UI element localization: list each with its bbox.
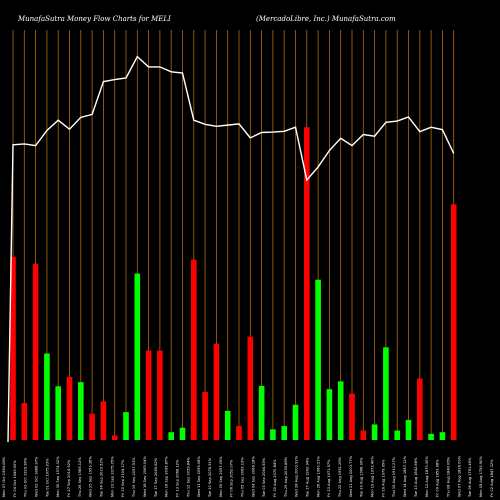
x-axis-label: Fri 16 Aug 1979.99% bbox=[381, 459, 385, 497]
money-flow-line bbox=[7, 55, 455, 443]
money-flow-bar-up bbox=[78, 382, 84, 440]
money-flow-bars bbox=[10, 127, 457, 441]
chart-header-left: MunafaSutra Money Flow Charts for MELI bbox=[17, 15, 171, 23]
money-flow-bar-up bbox=[134, 273, 141, 440]
x-axis-label: Wed 11 Sep 2095.08% bbox=[197, 456, 201, 497]
money-flow-bar-up bbox=[258, 385, 265, 440]
money-flow-bar-down bbox=[417, 378, 423, 440]
x-axis-label: Thu 05 Sep 2062.19% bbox=[240, 457, 244, 498]
chart-header-right: (MercadoLibre, Inc.) MunafaSutra.com bbox=[256, 15, 396, 23]
x-axis-label: Fri 20 Sep 2104.17% bbox=[121, 459, 125, 497]
x-axis-label: Fri 06 Sep 2052.07% bbox=[230, 459, 234, 497]
money-flow-bar-up bbox=[224, 410, 231, 440]
x-axis-label: Tue 03 Sep 2044.55% bbox=[262, 457, 266, 498]
x-axis-label: Wed 04 Sep 2068.18% bbox=[251, 456, 255, 497]
x-axis-label: Fri 13 Sep 2068.12% bbox=[175, 459, 179, 497]
x-axis-label: Mon 16 Sep 2095.87% bbox=[165, 456, 169, 497]
x-axis-label: Thu 12 Sep 2059.84% bbox=[186, 457, 190, 498]
x-axis-label: Wed 18 Sep 2065.04% bbox=[143, 456, 147, 497]
grid-lines bbox=[12, 30, 455, 440]
money-flow-bar-up bbox=[337, 381, 344, 440]
money-flow-bar-down bbox=[213, 343, 220, 440]
x-axis-label: Fri 02 Aug 1847.32% bbox=[490, 459, 494, 497]
x-axis-label: Wed 21 Aug 2003.77% bbox=[349, 455, 353, 497]
x-axis-label: Mon 23 Sep 2075.05% bbox=[110, 456, 114, 497]
x-axis-labels: Mon 07 Oct 1994.08% Fri 04 Oct 1949.00% Th… bbox=[2, 455, 494, 498]
x-axis-label: Tue 20 Aug 1968.99% bbox=[360, 457, 364, 498]
money-flow-bar-down bbox=[157, 350, 163, 440]
x-axis-label: Thu 19 Sep 2097.53% bbox=[132, 457, 136, 498]
x-axis-label: Thu 08 Aug 1840.06% bbox=[446, 456, 450, 498]
x-axis-label: Mon 05 Aug 1750.90% bbox=[479, 456, 483, 497]
x-axis-label: Thu 29 Aug 2039.88% bbox=[284, 456, 288, 498]
x-axis-label: Tue 06 Aug 1761.45% bbox=[468, 457, 472, 498]
money-flow-bar-down bbox=[360, 430, 367, 440]
money-flow-bar-up bbox=[439, 432, 446, 440]
money-flow-bar-down bbox=[21, 403, 28, 440]
money-flow-bar-up bbox=[315, 279, 321, 440]
money-flow-bar-down bbox=[349, 393, 355, 440]
x-axis-label: Wed 28 Aug 2003.92% bbox=[295, 455, 299, 497]
money-flow-bar-up bbox=[292, 404, 299, 440]
x-axis-label: Tue 10 Sep 2078.91% bbox=[208, 457, 212, 498]
x-axis-label: Wed 07 Aug 1826.09% bbox=[457, 455, 461, 497]
x-axis-label: Tue 24 Sep 2023.52% bbox=[100, 457, 104, 498]
money-flow-bar-down bbox=[202, 392, 208, 440]
x-axis-label: Thu 26 Sep 1985.12% bbox=[78, 457, 82, 498]
money-flow-bar-down bbox=[10, 256, 16, 440]
x-axis-label: Tue 01 Oct 1975.03% bbox=[45, 458, 49, 498]
money-flow-bar-up bbox=[123, 412, 129, 440]
money-flow-bar-down bbox=[66, 376, 73, 440]
x-axis-label: Thu 22 Aug 1951.26% bbox=[338, 456, 342, 498]
x-axis-label: Wed 02 Oct 1886.97% bbox=[35, 456, 39, 497]
money-flow-bar-down bbox=[450, 204, 457, 440]
x-axis-label: Fri 04 Oct 1949.00% bbox=[13, 460, 17, 497]
money-flow-bar-up bbox=[383, 347, 389, 440]
money-flow-bar-up bbox=[428, 433, 434, 440]
x-axis-label: Thu 15 Aug 1910.27% bbox=[392, 456, 396, 498]
money-flow-bar-up bbox=[281, 426, 287, 440]
x-axis-label: Wed 14 Aug 1857.12% bbox=[403, 455, 407, 497]
money-flow-bar-up bbox=[44, 353, 50, 440]
money-flow-bar-up bbox=[270, 429, 276, 440]
x-axis-label: Fri 27 Sep 2014.92% bbox=[67, 459, 71, 497]
x-axis-label: Mon 19 Aug 1972.40% bbox=[371, 456, 375, 497]
x-axis-label: Mon 09 Sep 2057.05% bbox=[219, 456, 223, 497]
money-flow-bar-down bbox=[111, 435, 118, 440]
x-axis-label: Fri 09 Aug 1853.98% bbox=[436, 459, 440, 497]
money-flow-bar-down bbox=[191, 259, 197, 440]
x-axis-label: Tue 13 Aug 1842.86% bbox=[414, 457, 418, 498]
money-flow-bar-down bbox=[32, 263, 39, 440]
x-axis-label: Fri 30 Aug 2070.84% bbox=[273, 459, 277, 497]
money-flow-bar-up bbox=[326, 389, 333, 440]
x-axis-label: Mon 26 Aug 1960.21% bbox=[316, 456, 320, 497]
x-axis-label: Wed 25 Sep 1959.36% bbox=[89, 456, 93, 497]
money-flow-bar-down bbox=[145, 350, 152, 440]
x-axis-label: Mon 12 Aug 1870.30% bbox=[425, 456, 429, 497]
money-flow-bar-up bbox=[179, 427, 186, 440]
x-axis-label: Mon 07 Oct 1994.08% bbox=[2, 456, 6, 497]
x-axis-label: Mon 30 Sep 1974.32% bbox=[56, 456, 60, 497]
x-axis-label: Tue 27 Aug 1992.94% bbox=[306, 457, 310, 498]
money-flow-bar-up bbox=[55, 386, 61, 440]
money-flow-bar-up bbox=[394, 430, 400, 440]
money-flow-bar-down bbox=[89, 413, 95, 440]
money-flow-bar-down bbox=[247, 336, 254, 440]
money-flow-bar-down bbox=[304, 127, 310, 441]
money-flow-bar-down bbox=[236, 426, 242, 440]
money-flow-bar-up bbox=[168, 432, 174, 440]
x-axis-label: Tue 17 Sep 2085.62% bbox=[154, 457, 158, 498]
x-axis-label: Fri 23 Aug 1971.57% bbox=[327, 459, 331, 497]
money-flow-bar-up bbox=[405, 419, 412, 440]
money-flow-bar-down bbox=[100, 401, 107, 440]
money-flow-bar-up bbox=[371, 424, 378, 440]
x-axis-label: Thu 03 Oct 1929.96% bbox=[24, 457, 28, 498]
